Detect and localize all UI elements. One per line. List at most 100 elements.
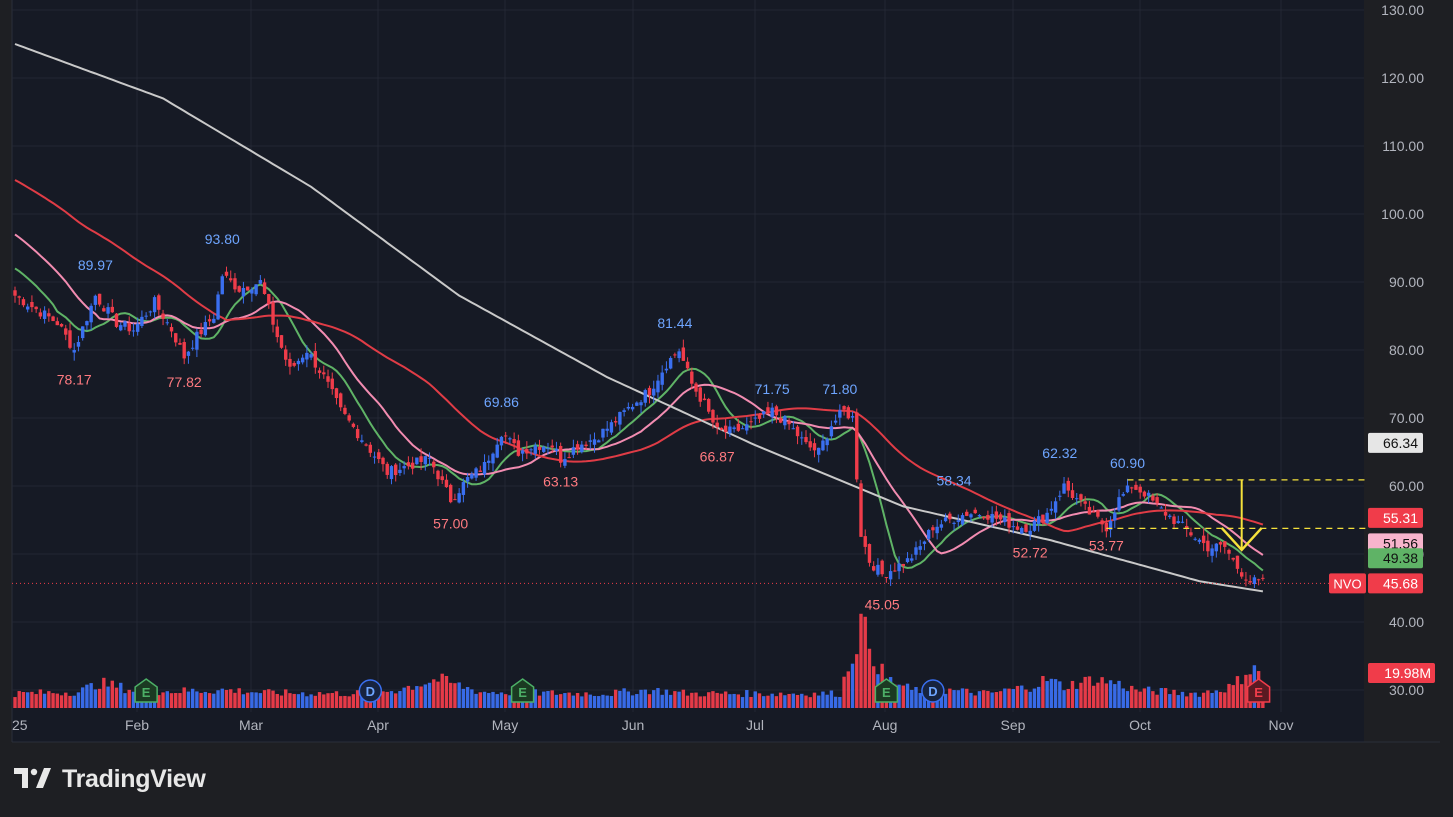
price-tick-label: 40.00	[1389, 614, 1424, 630]
x-axis-label: Apr	[367, 717, 389, 733]
volume-bar	[550, 690, 554, 708]
volume-bar	[1011, 689, 1015, 708]
volume-bar	[766, 695, 770, 708]
candle-body	[487, 460, 491, 463]
price-badge	[1368, 573, 1423, 594]
volume-bar	[161, 692, 165, 708]
volume-bar	[804, 695, 808, 708]
candle-body	[825, 438, 829, 446]
candle-body	[1075, 498, 1079, 500]
volume-bar	[288, 693, 292, 708]
volume-bar	[740, 697, 745, 708]
volume-bar	[787, 693, 791, 708]
candle-body	[863, 536, 867, 547]
candle-body	[1244, 579, 1248, 581]
plot-area	[12, 0, 1364, 742]
volume-bar	[1045, 681, 1049, 708]
price-chart[interactable]: 30.0040.0050.0060.0070.0080.0090.00100.0…	[0, 0, 1453, 745]
candle-body	[977, 515, 982, 517]
candle-body	[931, 527, 935, 531]
volume-bar	[220, 688, 224, 708]
candle-body	[309, 354, 313, 358]
volume-bar	[1214, 690, 1219, 708]
volume-bar	[973, 695, 977, 708]
volume-bar	[753, 691, 757, 708]
volume-bar	[838, 696, 842, 708]
volume-bar	[592, 695, 597, 708]
volume-bar	[1108, 680, 1113, 708]
candle-body	[626, 406, 631, 409]
price-badge-value: 55.31	[1383, 510, 1418, 526]
volume-bar	[1079, 682, 1083, 708]
volume-bar	[313, 695, 318, 708]
low-price-label: 57.00	[433, 515, 468, 531]
candle-body	[698, 387, 702, 402]
volume-bar	[871, 666, 876, 708]
volume-bar	[1189, 692, 1193, 708]
volume-bar	[106, 686, 110, 708]
volume-bar	[774, 696, 779, 708]
candle-body	[728, 426, 732, 434]
volume-bar	[432, 679, 436, 708]
candle-body	[994, 511, 999, 519]
volume-bar	[233, 692, 237, 708]
volume-bar	[72, 695, 76, 708]
candle-body	[279, 335, 284, 348]
low-price-label: 77.82	[167, 374, 202, 390]
volume-bar	[224, 689, 229, 708]
candle-body	[943, 517, 948, 522]
volume-bar	[1155, 694, 1159, 708]
candle-body	[529, 449, 533, 451]
volume-bar	[487, 693, 491, 708]
candle-body	[381, 457, 385, 465]
volume-bar	[613, 689, 618, 708]
volume-bar	[474, 693, 478, 708]
volume-bar	[1100, 677, 1104, 708]
volume-badge	[1368, 663, 1435, 683]
volume-bar	[59, 695, 64, 708]
candle-body	[736, 423, 741, 431]
volume-bar	[47, 691, 51, 708]
candle-body	[1117, 497, 1121, 511]
candle-body	[588, 440, 592, 442]
volume-bar	[580, 696, 584, 708]
candle-body	[330, 378, 334, 390]
candle-body	[199, 329, 203, 335]
candle-body	[334, 388, 339, 399]
candle-body	[1172, 516, 1176, 525]
high-price-label: 62.32	[1042, 445, 1077, 461]
price-tick-label: 100.00	[1381, 206, 1424, 222]
candle-body	[368, 444, 373, 453]
candle-body	[584, 444, 588, 447]
symbol-badge-label: NVO	[1333, 576, 1361, 591]
candle-body	[1210, 548, 1214, 556]
candle-body	[436, 470, 440, 480]
brand-name: TradingView	[62, 764, 206, 793]
candle-body	[123, 321, 127, 327]
candle-body	[533, 445, 537, 454]
volume-bar	[1096, 682, 1100, 708]
candle-body	[935, 526, 939, 534]
candle-body	[237, 286, 241, 292]
volume-bar	[216, 690, 220, 708]
x-axis-label: 25	[12, 717, 28, 733]
candle-body	[42, 310, 47, 319]
volume-bar	[190, 688, 195, 708]
candle-body	[394, 464, 398, 476]
candle-body	[229, 278, 233, 281]
volume-bar	[821, 691, 825, 708]
candle-body	[592, 439, 597, 445]
volume-badge-value: 19.98M	[1384, 665, 1431, 681]
volume-bar	[622, 688, 626, 708]
candle-body	[719, 427, 724, 430]
candle-body	[723, 425, 728, 433]
volume-bar	[326, 693, 330, 708]
volume-bar	[508, 695, 512, 708]
candle-body	[914, 547, 918, 555]
candle-body	[372, 456, 377, 458]
candle-body	[423, 456, 428, 465]
candle-body	[960, 515, 965, 525]
volume-bar	[85, 684, 89, 708]
volume-bar	[157, 695, 161, 708]
